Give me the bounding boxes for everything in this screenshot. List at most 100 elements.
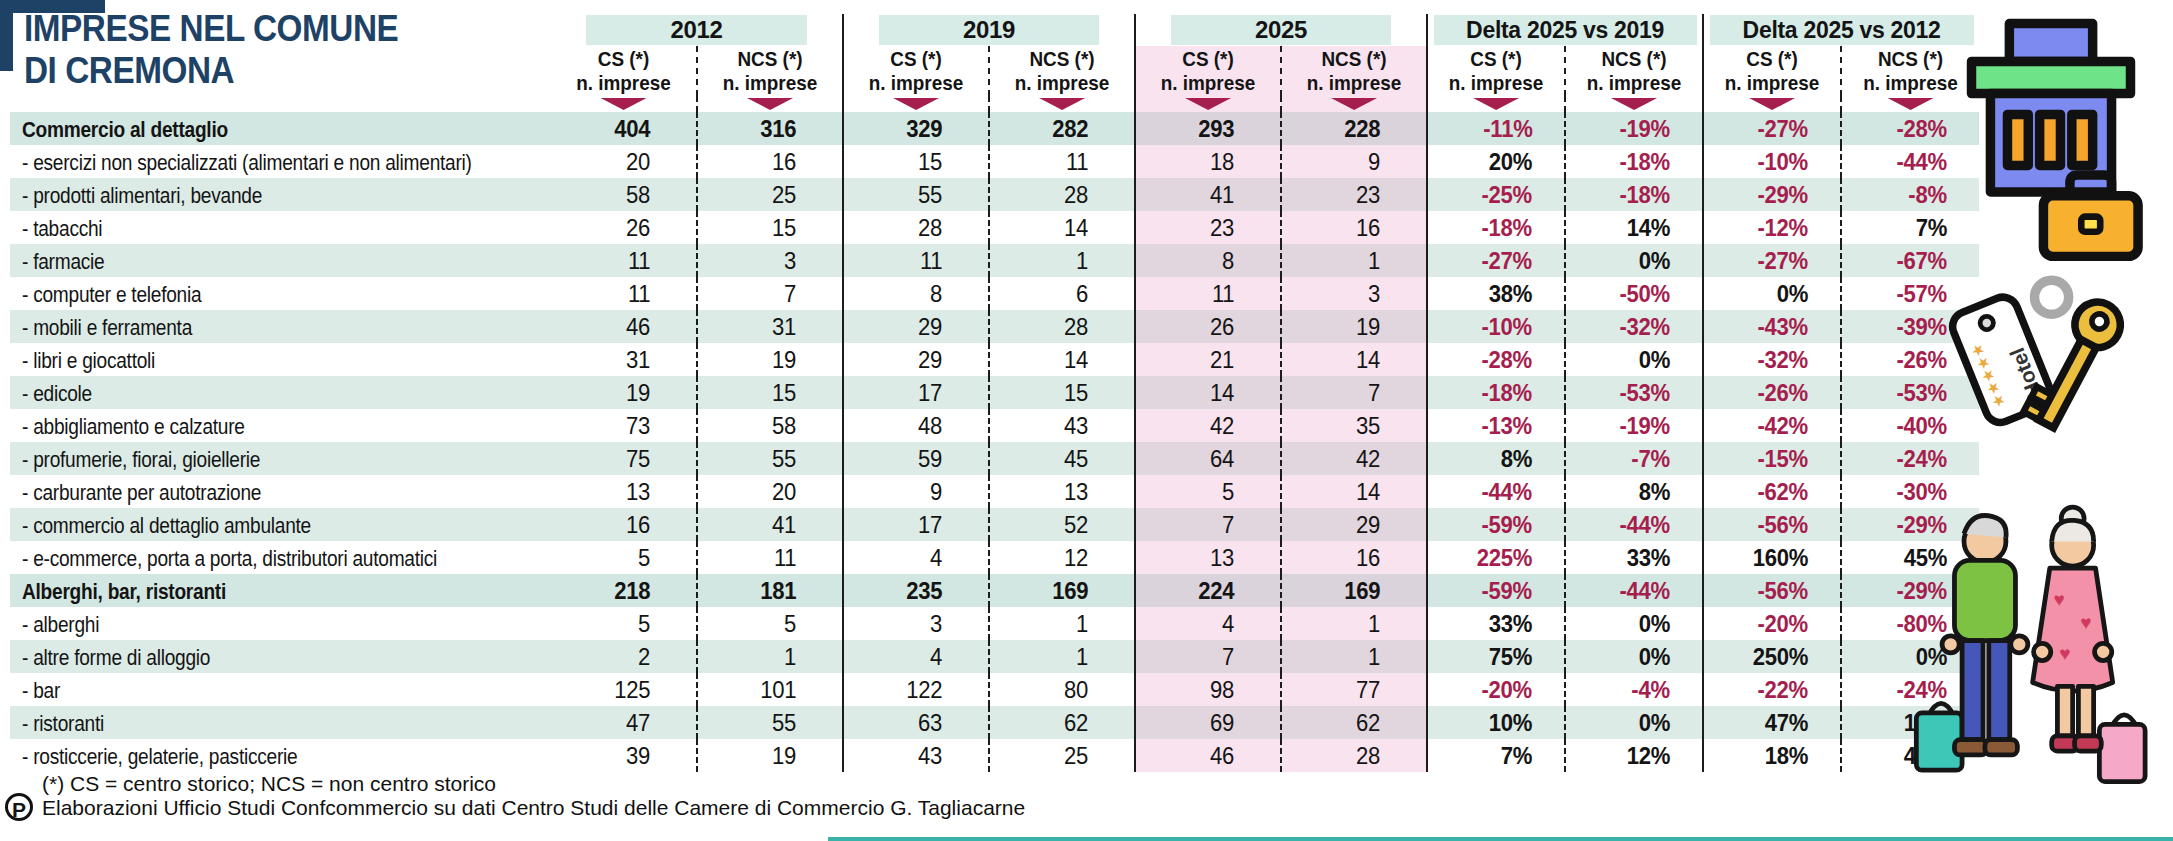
value-cell: 5 <box>697 607 843 640</box>
value-cell: 77 <box>1281 673 1427 706</box>
value-cell: 39 <box>551 739 697 772</box>
value-cell: 8 <box>843 277 989 310</box>
delta-cell: -11% <box>1427 112 1565 145</box>
value-cell: 69 <box>1135 706 1281 739</box>
delta-cell: -43% <box>1703 310 1841 343</box>
value-cell: 31 <box>697 310 843 343</box>
value-cell: 16 <box>1281 541 1427 574</box>
value-cell: 13 <box>1135 541 1281 574</box>
value-cell: 3 <box>843 607 989 640</box>
delta-cell: -26% <box>1703 376 1841 409</box>
row-label: - altre forme di alloggio <box>10 640 551 673</box>
value-cell: 11 <box>1135 277 1281 310</box>
value-cell: 15 <box>697 211 843 244</box>
value-cell: 20 <box>697 475 843 508</box>
delta-cell: -29% <box>1703 178 1841 211</box>
value-cell: 28 <box>989 178 1135 211</box>
value-cell: 63 <box>843 706 989 739</box>
delta-cell: -59% <box>1427 508 1565 541</box>
row-label: - libri e giocattoli <box>10 343 551 376</box>
value-cell: 47 <box>551 706 697 739</box>
table-row: Commercio al dettaglio404316329282293228… <box>10 112 1979 145</box>
delta-cell: 75% <box>1427 640 1565 673</box>
value-cell: 1 <box>1281 244 1427 277</box>
value-cell: 181 <box>697 574 843 607</box>
table-row: - edicole19151715147-18%-53%-26%-53% <box>10 376 1979 409</box>
value-cell: 2 <box>551 640 697 673</box>
subheader-2025-cs: CS (*)n. imprese <box>1135 46 1281 96</box>
delta-cell: 33% <box>1565 541 1703 574</box>
value-cell: 20 <box>551 145 697 178</box>
delta-cell: -18% <box>1565 178 1703 211</box>
down-arrow-icon <box>1611 98 1657 110</box>
band-delta-2025-2019: Delta 2025 vs 2019 <box>1434 15 1697 45</box>
down-arrow-icon <box>1331 98 1377 110</box>
row-label: - prodotti alimentari, bevande <box>10 178 551 211</box>
delta-cell: -62% <box>1703 475 1841 508</box>
table-row: - altre forme di alloggio21417175%0%250%… <box>10 640 1979 673</box>
subheader-2025-ncs: NCS (*)n. imprese <box>1281 46 1427 96</box>
table-row: - e-commerce, porta a porta, distributor… <box>10 541 1979 574</box>
row-label: Alberghi, bar, ristoranti <box>10 574 551 607</box>
delta-cell: -12% <box>1703 211 1841 244</box>
key-ring-icon <box>2035 280 2069 314</box>
value-cell: 14 <box>1281 475 1427 508</box>
delta-cell: 33% <box>1427 607 1565 640</box>
value-cell: 45 <box>989 442 1135 475</box>
subheader-2019-ncs: NCS (*)n. imprese <box>989 46 1135 96</box>
delta-cell: -15% <box>1703 442 1841 475</box>
value-cell: 282 <box>989 112 1135 145</box>
table-row: - alberghi55314133%0%-20%-80% <box>10 607 1979 640</box>
value-cell: 169 <box>989 574 1135 607</box>
delta-cell: -20% <box>1427 673 1565 706</box>
value-cell: 58 <box>551 178 697 211</box>
down-arrow-icon <box>1888 98 1934 110</box>
value-cell: 1 <box>1281 640 1427 673</box>
delta-cell: -44% <box>1565 508 1703 541</box>
svg-text:♥: ♥ <box>2080 612 2091 633</box>
year-band-2012: 2012 <box>586 15 807 45</box>
delta-cell: 20% <box>1427 145 1565 178</box>
value-cell: 48 <box>843 409 989 442</box>
row-label: - farmacie <box>10 244 551 277</box>
value-cell: 169 <box>1281 574 1427 607</box>
delta-cell: -18% <box>1427 211 1565 244</box>
value-cell: 3 <box>697 244 843 277</box>
delta-cell: -13% <box>1427 409 1565 442</box>
value-cell: 59 <box>843 442 989 475</box>
value-cell: 1 <box>989 640 1135 673</box>
delta-cell: 12% <box>1565 739 1703 772</box>
value-cell: 29 <box>843 343 989 376</box>
footnote-source: Elaborazioni Ufficio Studi Confcommercio… <box>42 796 1025 820</box>
value-cell: 25 <box>989 739 1135 772</box>
value-cell: 101 <box>697 673 843 706</box>
value-cell: 4 <box>843 541 989 574</box>
delta-cell: 160% <box>1703 541 1841 574</box>
table-row: - commercio al dettaglio ambulante164117… <box>10 508 1979 541</box>
down-arrow-icon <box>1749 98 1795 110</box>
delta-cell: -22% <box>1703 673 1841 706</box>
table-row: - esercizi non specializzati (alimentari… <box>10 145 1979 178</box>
delta-cell: -28% <box>1427 343 1565 376</box>
value-cell: 9 <box>843 475 989 508</box>
row-label: - profumerie, fiorai, gioiellerie <box>10 442 551 475</box>
value-cell: 11 <box>697 541 843 574</box>
delta-cell: 0% <box>1565 244 1703 277</box>
value-cell: 75 <box>551 442 697 475</box>
imprese-table: 2012 2019 2025 Delta 2025 vs 2019 Delta … <box>10 14 1979 772</box>
year-band-row: 2012 2019 2025 Delta 2025 vs 2019 Delta … <box>10 14 1979 46</box>
delta-cell: 0% <box>1565 640 1703 673</box>
value-cell: 43 <box>989 409 1135 442</box>
delta-cell: -4% <box>1565 673 1703 706</box>
value-cell: 316 <box>697 112 843 145</box>
delta-cell: 0% <box>1565 343 1703 376</box>
value-cell: 28 <box>843 211 989 244</box>
value-cell: 12 <box>989 541 1135 574</box>
shop-building-illustration <box>1945 16 2157 266</box>
down-arrow-icon <box>747 98 793 110</box>
value-cell: 43 <box>843 739 989 772</box>
value-cell: 11 <box>551 277 697 310</box>
table-row: - ristoranti47556362696210%0%47%13% <box>10 706 1979 739</box>
table-row: Alberghi, bar, ristoranti218181235169224… <box>10 574 1979 607</box>
row-label: - tabacchi <box>10 211 551 244</box>
